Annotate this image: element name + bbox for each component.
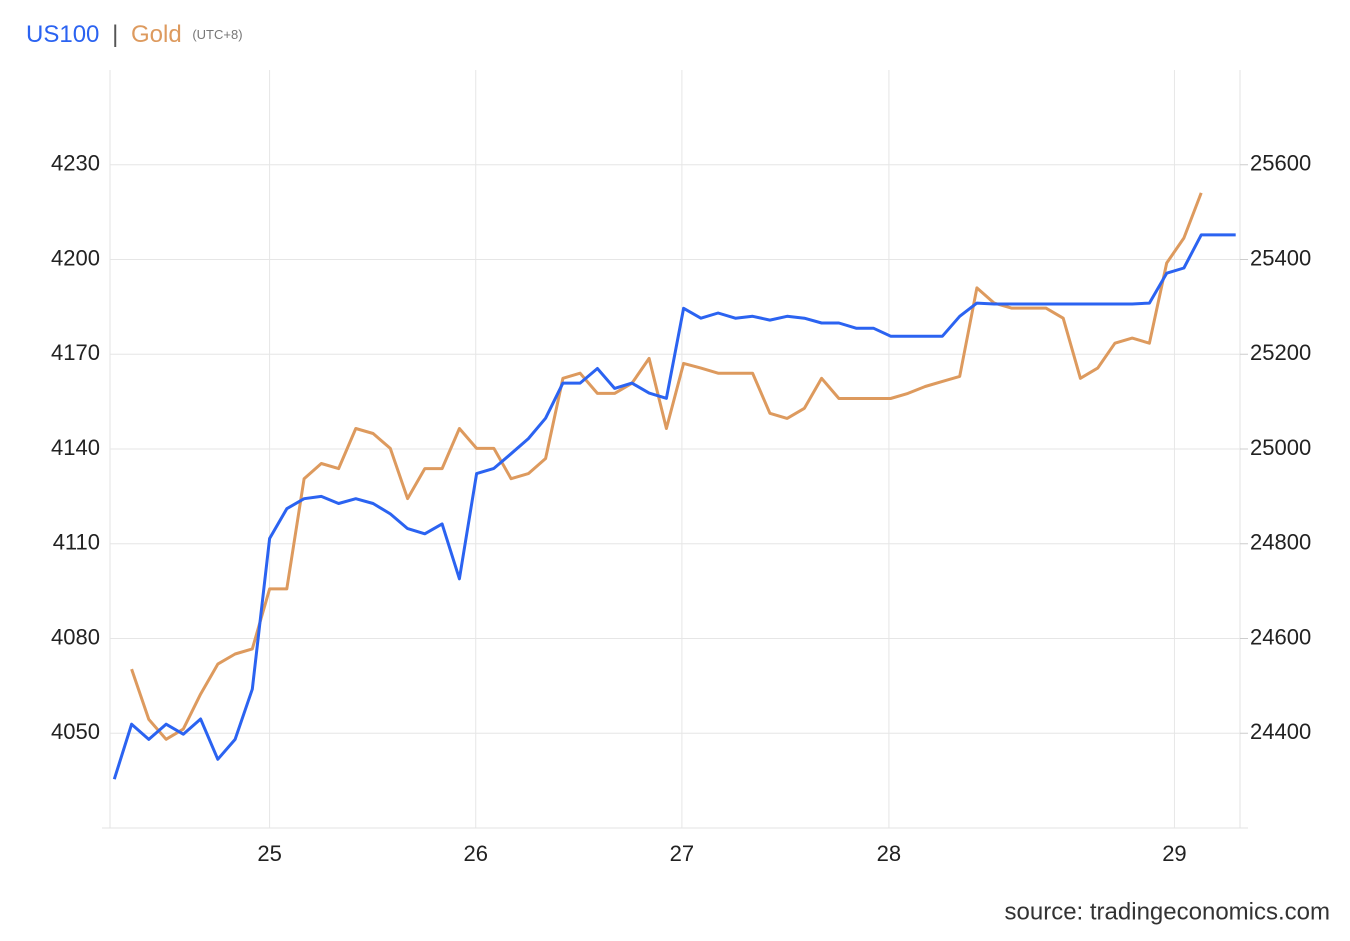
y-tick-label: 4230	[51, 151, 100, 176]
y-tick-label: 4050	[51, 719, 100, 744]
x-tick-label: 26	[463, 841, 487, 866]
legend-entry: Gold	[131, 21, 182, 48]
y2-tick-label: 24800	[1250, 530, 1311, 555]
series-line	[112, 233, 1236, 780]
y2-tick-label: 25000	[1250, 435, 1311, 460]
series-line	[130, 192, 1203, 741]
timezone: (UTC+8)	[192, 27, 242, 42]
y2-tick-label: 25600	[1250, 151, 1311, 176]
y-tick-label: 4140	[51, 435, 100, 460]
y-tick-label: 4200	[51, 245, 100, 270]
x-tick-label: 29	[1162, 841, 1186, 866]
x-tick-label: 25	[257, 841, 281, 866]
y2-tick-label: 24600	[1250, 624, 1311, 649]
y2-tick-label: 25400	[1250, 245, 1311, 270]
x-tick-label: 27	[670, 841, 694, 866]
y2-tick-label: 24400	[1250, 719, 1311, 744]
chart-legend: US100 | Gold (UTC+8)	[26, 21, 243, 48]
x-tick-label: 28	[877, 841, 901, 866]
source: source: tradingeconomics.com	[1005, 898, 1330, 925]
y-tick-label: 4110	[53, 530, 100, 555]
y-tick-label: 4080	[51, 624, 100, 649]
legend-entry: US100	[26, 21, 99, 48]
y2-tick-label: 25200	[1250, 340, 1311, 365]
y-tick-label: 4170	[51, 340, 100, 365]
legend-separator: |	[112, 21, 118, 48]
